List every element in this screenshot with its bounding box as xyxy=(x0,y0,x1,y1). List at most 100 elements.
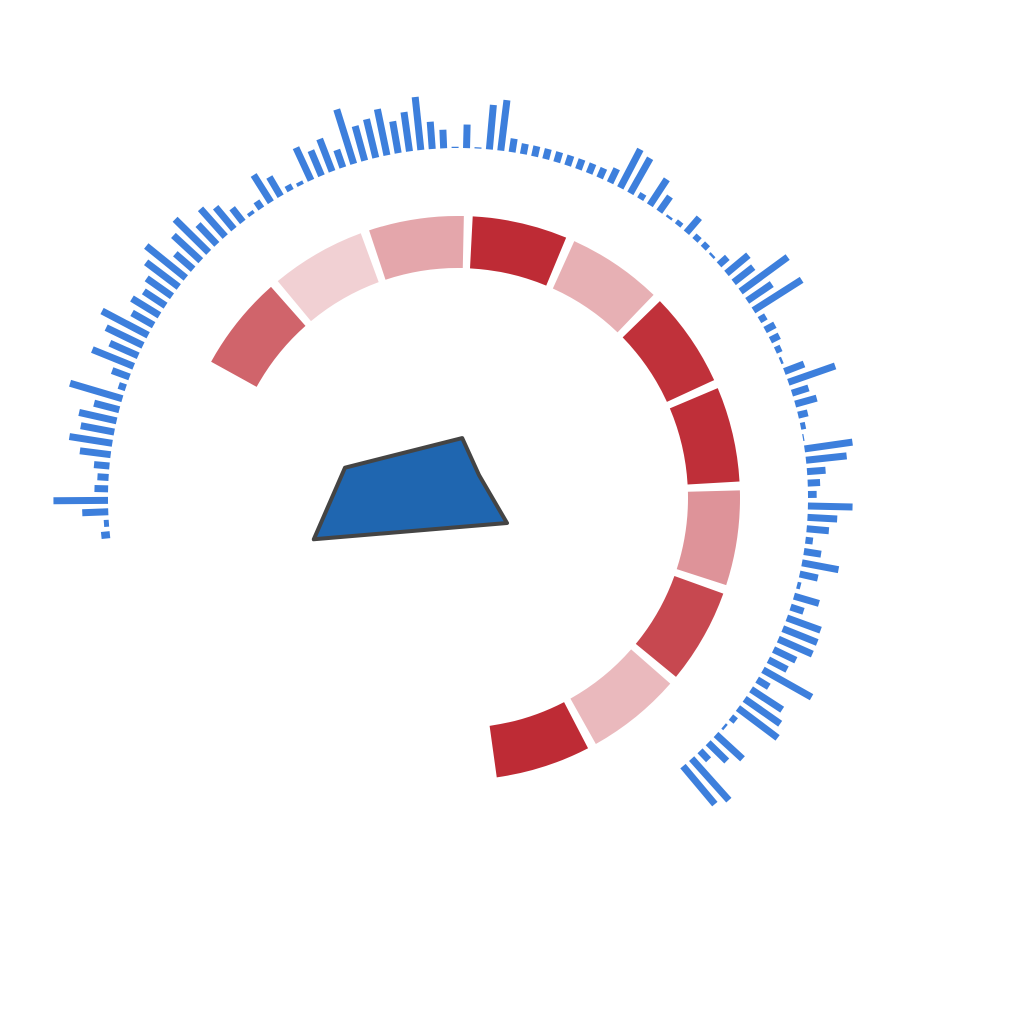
radial-bar xyxy=(229,206,246,225)
heat-ring-segment xyxy=(489,702,589,778)
radial-bar xyxy=(778,356,784,365)
radial-bar xyxy=(805,536,814,545)
radial-heat-ring xyxy=(211,216,740,778)
radial-bar xyxy=(531,145,541,158)
heat-ring-segment xyxy=(635,575,724,677)
radial-bar xyxy=(82,508,109,517)
radial-bar xyxy=(104,324,145,349)
radial-bar xyxy=(796,581,802,590)
radial-bar xyxy=(806,525,830,535)
radial-bar xyxy=(246,210,255,218)
radial-bar xyxy=(389,120,402,154)
radial-bar xyxy=(804,438,853,453)
radial-bar xyxy=(69,379,124,403)
radial-bar xyxy=(806,466,826,476)
radial-bar xyxy=(781,625,819,646)
radial-bar xyxy=(100,531,111,539)
radial-bar xyxy=(485,104,497,150)
radial-bar xyxy=(799,421,807,430)
radial-bar xyxy=(316,137,336,173)
radial-bar xyxy=(705,740,730,764)
radial-bar xyxy=(637,192,647,201)
radial-bar xyxy=(400,111,413,152)
radial-bar xyxy=(742,695,783,727)
radial-bar xyxy=(768,332,781,344)
radial-bar xyxy=(807,502,853,511)
radial-bar xyxy=(130,295,162,319)
radial-bar xyxy=(735,705,780,741)
radial-bar xyxy=(508,138,518,153)
radial-bar xyxy=(805,452,848,464)
radial-bar xyxy=(708,252,716,259)
radial-bar xyxy=(801,559,840,574)
radial-bar xyxy=(284,183,294,193)
radial-bar xyxy=(785,614,822,634)
radial-bar xyxy=(197,206,228,239)
radial-bar xyxy=(351,125,369,162)
radial-bar xyxy=(144,243,189,281)
radial-bar xyxy=(130,309,156,329)
radial-bar xyxy=(173,251,196,272)
radial-bar xyxy=(738,254,790,295)
radial-bar xyxy=(697,748,712,763)
radial-bar xyxy=(713,731,745,762)
radial-bar xyxy=(141,288,168,309)
radial-bar xyxy=(757,313,768,324)
heat-ring-segment xyxy=(470,216,567,286)
radial-bar xyxy=(721,723,728,731)
radial-bar xyxy=(692,233,702,243)
radial-bar xyxy=(745,281,774,304)
radial-bar xyxy=(728,714,738,724)
radial-bar xyxy=(766,656,789,673)
radial-bar xyxy=(798,570,819,582)
radial-bar xyxy=(144,275,175,300)
radial-bar xyxy=(497,99,511,152)
radial-bar xyxy=(797,409,809,419)
radial-bar xyxy=(100,307,150,339)
radial-bar xyxy=(656,194,673,214)
heat-ring-segment xyxy=(277,233,379,322)
radial-bar xyxy=(771,646,798,664)
radial-bar xyxy=(585,162,597,175)
radial-bar xyxy=(110,367,131,381)
radial-bar xyxy=(596,166,608,180)
radial-bar xyxy=(716,254,730,268)
radial-bar xyxy=(789,603,805,615)
radial-bar xyxy=(792,592,820,607)
radar-polygon xyxy=(311,436,509,542)
radial-bar xyxy=(803,548,822,558)
radial-bar xyxy=(564,154,575,167)
radial-bar xyxy=(606,167,620,185)
radial-bar xyxy=(373,108,391,157)
radial-bar xyxy=(749,686,785,713)
radial-bar xyxy=(97,473,109,481)
radial-bar xyxy=(700,241,711,251)
radial-bar xyxy=(790,384,810,397)
radial-bar xyxy=(80,422,115,436)
radial-bar xyxy=(79,447,112,459)
radial-bar xyxy=(250,173,274,205)
radial-bar xyxy=(108,340,140,360)
radial-bar xyxy=(646,177,670,208)
radial-bar xyxy=(363,118,380,159)
radial-bar xyxy=(333,108,358,165)
heat-ring-segment xyxy=(669,388,740,485)
radial-bar xyxy=(91,346,136,370)
radial-bar xyxy=(144,259,181,290)
radial-bar xyxy=(253,199,265,211)
radial-bar xyxy=(776,635,814,658)
radial-bar xyxy=(93,461,110,470)
radial-bar xyxy=(683,215,702,236)
radial-bar xyxy=(773,344,783,354)
radial-bar xyxy=(333,148,347,169)
radial-bar xyxy=(426,121,436,150)
radial-bar xyxy=(411,96,425,151)
radial-bar xyxy=(307,149,325,178)
radial-bar xyxy=(807,479,821,487)
radar-polygon-group xyxy=(311,436,509,542)
radial-bar xyxy=(665,214,673,221)
radial-bar xyxy=(689,756,732,803)
radial-bar xyxy=(439,129,448,149)
